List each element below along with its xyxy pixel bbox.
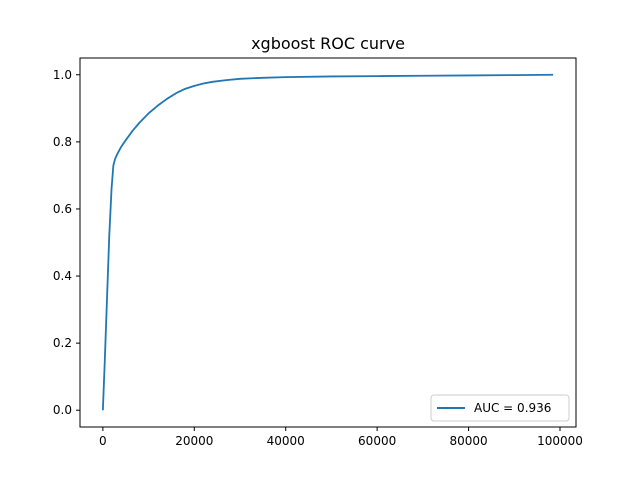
y-tick-label: 0.4	[53, 269, 72, 283]
x-tick-label: 60000	[358, 434, 396, 448]
y-tick-label: 0.8	[53, 135, 72, 149]
roc-curve-line	[101, 73, 554, 411]
legend-label: AUC = 0.936	[474, 401, 551, 415]
y-axis: 0.0 0.2 0.4 0.6 0.8 1.0	[53, 68, 80, 417]
x-tick-label: 20000	[175, 434, 213, 448]
x-tick-label: 80000	[449, 434, 487, 448]
plot-area	[101, 73, 554, 411]
x-axis: 0 20000 40000 60000 80000 100000	[99, 427, 583, 448]
y-tick-label: 0.6	[53, 202, 72, 216]
x-tick-label: 100000	[537, 434, 583, 448]
y-tick-label: 0.2	[53, 336, 72, 350]
x-tick-label: 40000	[267, 434, 305, 448]
x-tick-label: 0	[99, 434, 107, 448]
axes-frame	[79, 57, 577, 428]
y-tick-label: 0.0	[53, 403, 72, 417]
legend-box	[430, 394, 570, 422]
chart-title: xgboost ROC curve	[251, 34, 405, 53]
y-tick-label: 1.0	[53, 68, 72, 82]
legend: AUC = 0.936	[430, 394, 570, 422]
